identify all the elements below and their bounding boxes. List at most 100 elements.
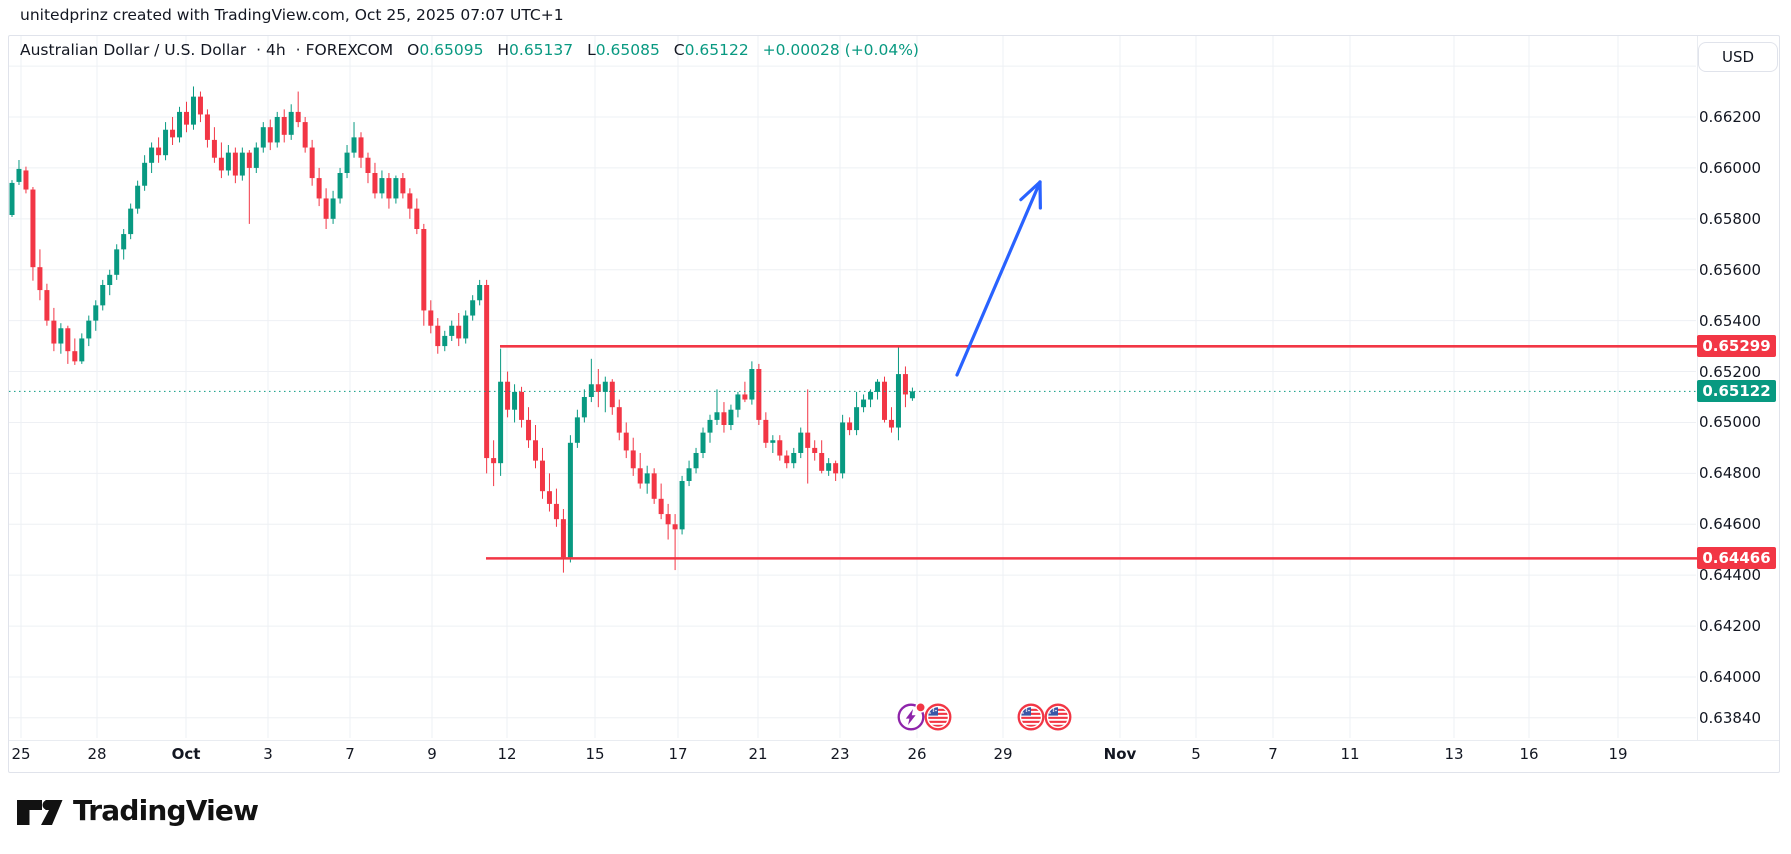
candle-body — [735, 394, 741, 410]
time-axis-label: 21 — [748, 745, 768, 763]
price-axis-label: 0.64000 — [1699, 667, 1762, 686]
price-axis-label: 0.63840 — [1699, 708, 1762, 727]
candle-body — [428, 310, 434, 326]
price-axis-label: 0.66200 — [1699, 108, 1762, 126]
candle-body — [616, 407, 622, 433]
candle-body — [421, 228, 427, 311]
low-label: L — [587, 41, 596, 59]
time-axis-label: 29 — [993, 745, 1013, 763]
candle-body — [756, 368, 762, 420]
candle-body — [142, 162, 148, 186]
candle-body — [533, 440, 538, 461]
candle-body — [156, 147, 162, 156]
time-axis-label: 15 — [585, 745, 605, 763]
level-price-tag: 0.65299 — [1697, 335, 1776, 358]
close-value: 0.65122 — [684, 41, 749, 59]
separator: · — [295, 41, 301, 59]
candle-body — [714, 412, 720, 420]
separator: · — [256, 41, 262, 59]
candle-body — [833, 463, 839, 474]
candle-body — [386, 178, 392, 199]
candle-body — [93, 305, 99, 321]
symbol-title[interactable]: Australian Dollar / U.S. Dollar — [20, 41, 247, 59]
time-axis-label: 7 — [345, 745, 355, 763]
price-axis-label: 0.65600 — [1699, 260, 1762, 279]
candle-body — [184, 111, 189, 125]
price-axis-label: 0.64600 — [1699, 515, 1762, 534]
time-axis-label: 23 — [830, 745, 850, 763]
time-axis-label: 7 — [1268, 745, 1278, 763]
time-axis-label: 16 — [1519, 745, 1539, 763]
candle-body — [288, 111, 294, 135]
candle-body — [505, 381, 511, 410]
candle-body — [37, 267, 43, 291]
candle-body — [539, 460, 545, 492]
candle-body — [609, 381, 615, 408]
candle-body — [86, 320, 92, 339]
candle-body — [888, 419, 894, 428]
close-label: C — [673, 41, 685, 59]
interval-label[interactable]: 4h — [266, 41, 286, 59]
level-price-tag: 0.64466 — [1697, 547, 1776, 570]
attribution-text: unitedprinz created with TradingView.com… — [20, 6, 564, 24]
chart-frame — [8, 35, 1780, 773]
price-axis-label: 0.65000 — [1699, 413, 1762, 432]
symbol-header[interactable]: Australian Dollar / U.S. Dollar · 4h · FOR… — [20, 41, 919, 59]
candle-body — [826, 463, 832, 471]
candle-body — [868, 391, 874, 400]
candle-body — [784, 455, 790, 464]
candle-body — [574, 417, 580, 443]
candle-body — [847, 422, 853, 431]
candle-body — [407, 193, 413, 209]
exchange-label[interactable]: FOREXCOM — [305, 41, 394, 59]
candle-body — [16, 168, 22, 182]
candle-body — [316, 178, 322, 199]
candle-body — [393, 178, 399, 199]
candle-body — [526, 419, 532, 441]
candle-body — [819, 452, 825, 471]
candle-body — [588, 384, 594, 397]
candle-body — [365, 157, 371, 173]
economic-event-us-flag-icon[interactable] — [1017, 703, 1045, 731]
time-axis-label: 12 — [497, 745, 517, 763]
candle-body — [742, 394, 748, 400]
candle-body — [163, 129, 169, 156]
candle-body — [463, 315, 469, 339]
economic-event-lightning-icon[interactable] — [897, 702, 926, 731]
candle-body — [267, 127, 273, 143]
candle-body — [798, 432, 804, 453]
time-axis-label: Nov — [1103, 745, 1137, 763]
candle-body — [177, 111, 183, 138]
candle-body — [65, 328, 71, 352]
candle-body — [637, 468, 643, 484]
time-axis-label: Oct — [171, 745, 201, 763]
candle-body — [79, 338, 85, 362]
time-axis-label: 9 — [427, 745, 437, 763]
time-axis-label: 5 — [1191, 745, 1201, 763]
candle-body — [274, 117, 280, 143]
candle-body — [211, 139, 217, 158]
currency-button[interactable]: USD — [1698, 42, 1778, 72]
candle-body — [679, 480, 685, 530]
candle-body — [442, 335, 448, 347]
candle-body — [651, 473, 657, 499]
candle-body — [777, 440, 783, 456]
arrow-head — [1019, 180, 1042, 202]
economic-event-us-flag-icon[interactable] — [1044, 703, 1072, 731]
candle-body — [595, 384, 601, 392]
open-label: O — [407, 41, 420, 59]
price-axis-label: 0.65400 — [1699, 311, 1762, 330]
tradingview-watermark[interactable]: TradingView — [16, 793, 259, 827]
candle-body — [449, 325, 455, 336]
candle-body — [9, 182, 15, 215]
candle-body — [295, 111, 301, 123]
candle-body — [791, 452, 797, 464]
open-value: 0.65095 — [419, 41, 484, 59]
candle-body — [512, 391, 518, 410]
trend-arrow[interactable] — [955, 180, 1042, 377]
economic-event-us-flag-icon[interactable] — [924, 703, 952, 731]
candle-body — [253, 147, 259, 168]
candle-body — [456, 325, 462, 339]
price-axis-label: 0.64400 — [1699, 566, 1762, 585]
